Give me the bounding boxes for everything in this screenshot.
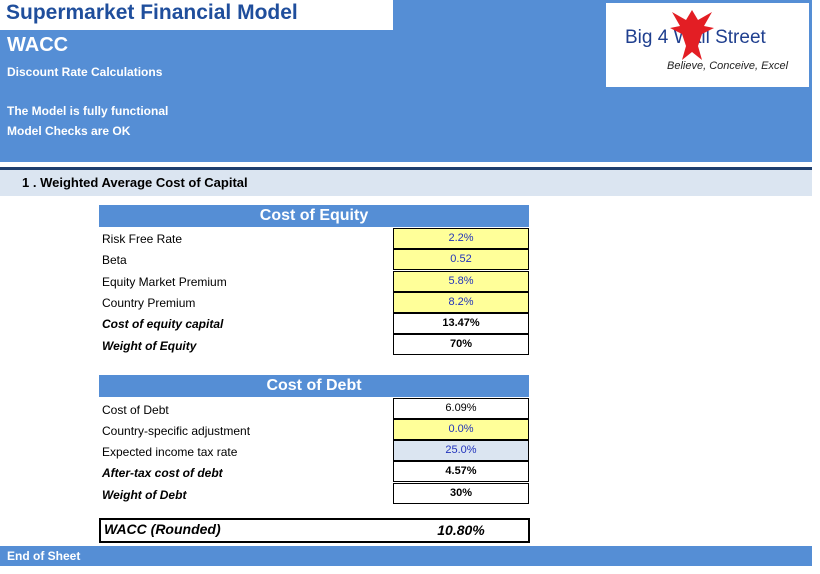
cost-of-debt-heading: Cost of Debt <box>99 375 529 397</box>
weight-of-equity-label: Weight of Equity <box>102 339 197 353</box>
model-status-functional: The Model is fully functional <box>7 104 169 118</box>
section-title: 1 . Weighted Average Cost of Capital <box>22 175 248 190</box>
weight-of-equity-cell[interactable]: 70% <box>393 334 529 355</box>
logo-tagline: Believe, Conceive, Excel <box>667 60 789 72</box>
cost-of-equity-heading: Cost of Equity <box>99 205 529 227</box>
expected-income-tax-rate-label: Expected income tax rate <box>102 445 238 459</box>
beta-cell[interactable]: 0.52 <box>393 249 529 270</box>
title-bar <box>0 0 393 30</box>
country-specific-adjustment-cell[interactable]: 0.0% <box>393 419 529 440</box>
weight-of-debt-label: Weight of Debt <box>102 488 187 502</box>
after-tax-cost-of-debt-cell[interactable]: 4.57% <box>393 461 529 482</box>
model-status-checks: Model Checks are OK <box>7 124 131 138</box>
cost-of-equity-capital-label: Cost of equity capital <box>102 317 224 331</box>
section-rule <box>0 167 812 170</box>
country-premium-label: Country Premium <box>102 296 196 310</box>
cost-of-debt-cell[interactable]: 6.09% <box>393 398 529 419</box>
equity-market-premium-label: Equity Market Premium <box>102 275 227 289</box>
risk-free-rate-label: Risk Free Rate <box>102 232 183 246</box>
cost-of-equity-capital-cell[interactable]: 13.47% <box>393 313 529 334</box>
wacc-box <box>99 518 530 543</box>
weight-of-debt-cell[interactable]: 30% <box>393 483 529 504</box>
sheet-name: WACC <box>7 34 69 56</box>
wacc-label: WACC (Rounded) <box>104 521 221 537</box>
sheet-subtitle: Discount Rate Calculations <box>7 65 163 79</box>
expected-income-tax-rate-cell[interactable]: 25.0% <box>393 440 529 461</box>
beta-label: Beta <box>102 253 127 267</box>
equity-market-premium-cell[interactable]: 5.8% <box>393 271 529 292</box>
country-premium-cell[interactable]: 8.2% <box>393 292 529 313</box>
company-logo: Big 4 Wall Street Believe, Conceive, Exc… <box>606 3 809 87</box>
risk-free-rate-cell[interactable]: 2.2% <box>393 228 529 249</box>
app-title: Supermarket Financial Model <box>6 1 298 24</box>
eagle-icon <box>670 10 714 60</box>
cost-of-debt-label: Cost of Debt <box>102 403 169 417</box>
after-tax-cost-of-debt-label: After-tax cost of debt <box>102 466 223 480</box>
section-bar <box>0 170 812 196</box>
country-specific-adjustment-label: Country-specific adjustment <box>102 424 251 438</box>
footer-bar <box>0 546 812 566</box>
end-of-sheet-label: End of Sheet <box>7 549 81 563</box>
wacc-value-cell[interactable]: 10.80% <box>437 522 485 538</box>
